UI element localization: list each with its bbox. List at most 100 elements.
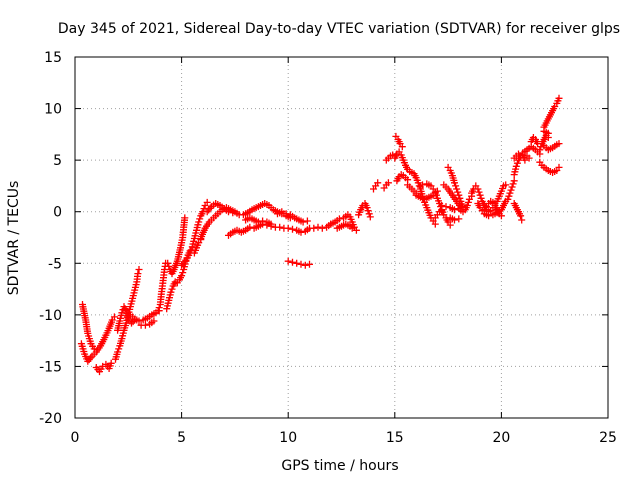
data-point [150,317,158,325]
data-point [446,221,454,229]
tick-labels: 0 5 10 15 20 25 -20 -15 -10 -5 0 5 10 15 [39,50,617,446]
data-point [115,345,123,353]
data-point [196,215,204,223]
x-tick-label: 10 [279,430,297,446]
data-point [497,212,505,220]
data-point [284,257,292,265]
data-point [301,261,309,269]
data-point [513,159,521,167]
data-point [476,191,484,199]
data-point [118,309,126,317]
data-point [168,285,176,293]
x-tick-label: 5 [177,430,186,446]
data-point [536,146,544,154]
data-point [225,208,232,216]
data-point [134,270,142,278]
data-point [517,212,525,220]
y-tick-label: 10 [44,102,62,118]
x-tick-label: 25 [599,430,617,446]
data-point [419,181,426,189]
data-point [306,260,313,268]
data-point [259,217,267,225]
data-point [505,192,513,200]
y-tick-label: -15 [39,359,62,375]
data-point [178,272,186,280]
data-point [352,226,360,234]
data-point [314,223,322,231]
data-point [537,143,545,151]
data-point [267,220,275,228]
chart-title: Day 345 of 2021, Sidereal Day-to-day VTE… [58,21,620,37]
data-series [77,94,563,376]
data-point [167,288,175,296]
data-point [310,224,318,232]
plot-frame [74,56,609,419]
data-point [544,129,552,137]
data-point [451,216,458,224]
data-point [455,191,463,199]
data-point [364,207,372,215]
data-point [504,195,512,203]
data-point [453,185,461,193]
data-point [431,188,439,196]
data-point [485,212,493,220]
data-point [276,223,284,231]
data-point [464,198,472,206]
y-tick-label: -5 [48,256,62,272]
data-point [141,321,149,329]
data-point [502,181,510,189]
data-point [135,317,143,325]
data-point [463,202,471,209]
data-point [203,198,211,206]
y-tick-label: 0 [53,205,62,221]
data-point [442,203,450,211]
data-point [451,206,458,214]
data-point [474,185,482,193]
data-point [348,224,356,232]
data-point [365,210,373,218]
data-point [110,313,118,321]
y-tick-label: -10 [39,308,62,324]
data-point [181,214,189,222]
data-point [195,218,203,226]
data-point [507,186,515,194]
data-point [525,154,533,162]
data-point [363,204,371,212]
data-point [135,266,143,273]
data-point [477,194,485,202]
data-point [510,177,518,185]
y-tick-label: -20 [39,411,62,427]
y-axis-label: SDTVAR / TECUs [6,181,22,296]
data-point [246,223,254,231]
data-point [398,143,406,151]
data-point [284,224,292,232]
data-point [555,163,563,171]
data-point [506,189,514,197]
x-tick-label: 0 [71,430,80,446]
data-point [456,194,464,202]
data-point [154,307,162,315]
data-point [518,216,526,224]
data-point [299,218,307,226]
data-point [555,94,563,102]
x-tick-label: 15 [386,430,404,446]
data-point [114,348,122,356]
data-point [475,188,483,196]
x-tick-label: 20 [492,430,510,446]
data-point [438,202,446,209]
data-point [297,260,305,268]
data-point [384,179,392,187]
data-point [515,150,522,158]
data-point [297,228,305,236]
data-point [512,162,520,170]
axis-ticks [74,56,609,419]
data-point [179,269,187,277]
data-point [155,304,163,312]
data-point [318,224,326,232]
data-point [415,182,423,190]
data-point [289,225,296,233]
data-point [286,214,294,222]
data-point [452,182,460,190]
